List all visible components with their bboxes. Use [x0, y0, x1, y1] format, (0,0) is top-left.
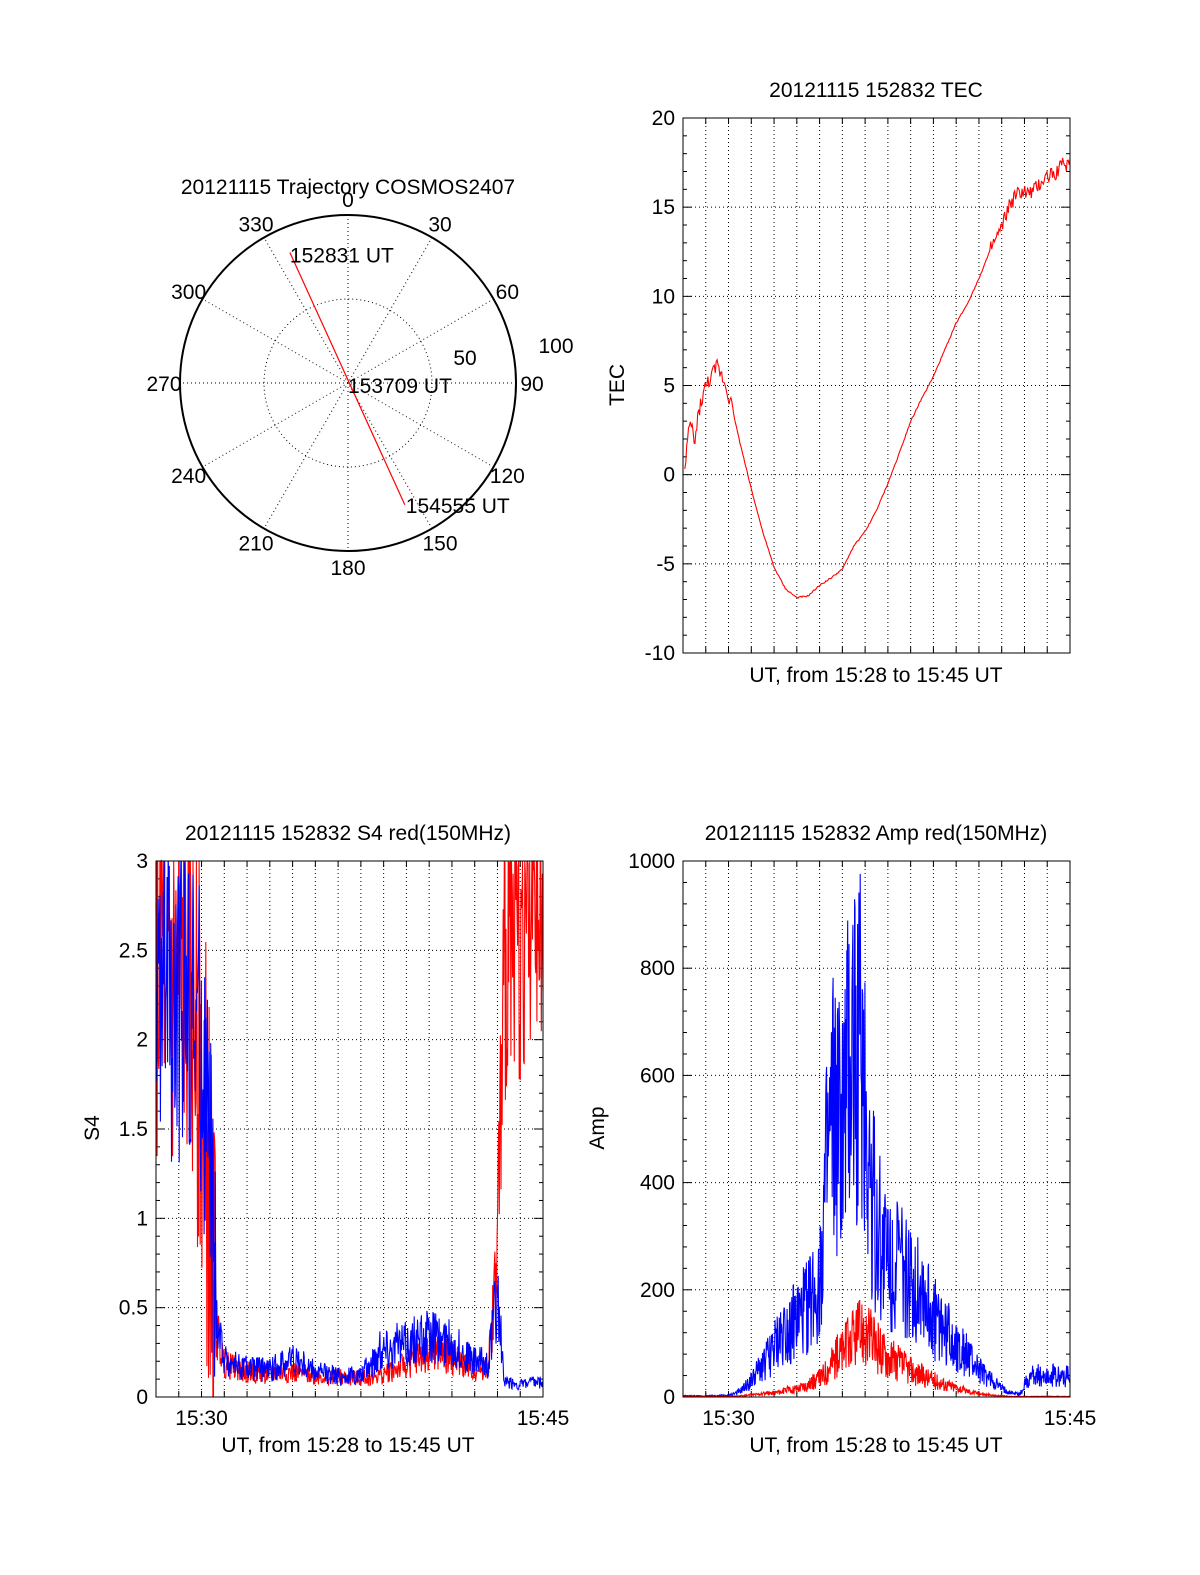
polar-azimuth-label: 300: [171, 281, 206, 304]
amp-x-axis-label: UT, from 15:28 to 15:45 UT: [749, 1434, 1002, 1457]
y-tick-label: 400: [640, 1172, 675, 1195]
tec-panel: 20121115 152832 TEC UT, from 15:28 to 15…: [606, 79, 1071, 687]
polar-azimuth-label: 210: [238, 532, 273, 555]
polar-azimuth-label: 60: [496, 281, 519, 304]
y-tick-label: 0: [663, 1386, 675, 1409]
trajectory-track: 152831 UT 153709 UT 154555 UT: [289, 245, 510, 518]
s4-y-axis-label: S4: [81, 1115, 104, 1141]
y-tick-label: 0: [663, 464, 675, 487]
trajectory-polar-panel: 20121115 Trajectory COSMOS2407 0 30 60 90 12…: [146, 176, 573, 580]
polar-azimuth-label: 120: [490, 465, 525, 488]
polar-azimuth-label: 150: [422, 532, 457, 555]
s4-title: 20121115 152832 S4 red(150MHz): [185, 822, 511, 845]
polar-azimuth-label: 330: [238, 214, 273, 237]
polar-azimuth-label: 30: [428, 214, 451, 237]
amp-y-axis-label: Amp: [586, 1106, 609, 1149]
tec-title: 20121115 152832 TEC: [769, 79, 983, 102]
x-tick-label: 15:30: [702, 1407, 755, 1430]
y-tick-label: 15: [652, 196, 675, 219]
series-line-TEC: [684, 157, 1071, 599]
y-tick-label: 20: [652, 107, 675, 130]
y-tick-label: -5: [656, 553, 675, 576]
tec-y-axis-label: TEC: [606, 364, 629, 406]
plot-frame: [682, 860, 1071, 1398]
y-tick-label: 1000: [628, 850, 675, 873]
y-tick-label: 2: [136, 1029, 148, 1052]
s4-plot-area: 0 0.5 1 1.5 2 2.5 3 15:30 15:45: [119, 850, 569, 1430]
y-tick-label: 0: [136, 1386, 148, 1409]
polar-azimuth-label: 90: [520, 373, 543, 396]
series-line-red: [156, 859, 544, 1398]
polar-spoke: [263, 237, 433, 529]
series-line-blue: [155, 860, 544, 1392]
amp-panel: 20121115 152832 Amp red(150MHz) UT, from…: [586, 822, 1096, 1457]
y-tick-label: 0.5: [119, 1297, 148, 1320]
polar-azimuth-label: 0: [342, 189, 354, 212]
polar-grid: [179, 214, 517, 552]
x-tick-label: 15:45: [517, 1407, 570, 1430]
x-tick-label: 15:30: [175, 1407, 228, 1430]
s4-x-axis-label: UT, from 15:28 to 15:45 UT: [221, 1434, 474, 1457]
y-tick-label: -10: [645, 642, 675, 665]
y-tick-label: 5: [663, 375, 675, 398]
y-tick-label: 1: [136, 1207, 148, 1230]
y-tick-label: 200: [640, 1279, 675, 1302]
trajectory-title: 20121115 Trajectory COSMOS2407: [181, 176, 515, 199]
polar-radius-label: 100: [538, 335, 573, 358]
amp-title: 20121115 152832 Amp red(150MHz): [705, 822, 1047, 845]
tec-plot-area: -10 -5 0 5 10 15 20: [645, 107, 1071, 665]
polar-azimuth-label: 180: [330, 557, 365, 580]
y-tick-label: 10: [652, 285, 675, 308]
y-tick-label: 1.5: [119, 1118, 148, 1141]
y-tick-label: 2.5: [119, 939, 148, 962]
polar-radius-label: 50: [453, 347, 476, 370]
plot-frame: [682, 117, 1071, 654]
trajectory-mid-label: 153709 UT: [348, 375, 452, 398]
amp-plot-area: 0 200 400 600 800 1000 15:30 15:45: [628, 850, 1096, 1430]
plot-frame: [155, 860, 544, 1398]
polar-azimuth-label: 270: [146, 373, 181, 396]
s4-panel: 20121115 152832 S4 red(150MHz) UT, from …: [81, 822, 569, 1457]
trajectory-line: [289, 252, 406, 506]
polar-azimuth-label: 240: [171, 465, 206, 488]
trajectory-end-label: 154555 UT: [406, 495, 510, 518]
series-line-red: [683, 1299, 1071, 1398]
tec-x-axis-label: UT, from 15:28 to 15:45 UT: [749, 664, 1002, 687]
y-tick-label: 800: [640, 957, 675, 980]
trajectory-start-label: 152831 UT: [290, 245, 394, 268]
y-tick-label: 600: [640, 1064, 675, 1087]
polar-azimuth-labels: 0 30 60 90 120 150 180 210 240 270 300 330 50 100: [146, 189, 573, 580]
x-tick-label: 15:45: [1044, 1407, 1097, 1430]
y-tick-label: 3: [136, 850, 148, 873]
series-line-blue: [682, 873, 1071, 1398]
